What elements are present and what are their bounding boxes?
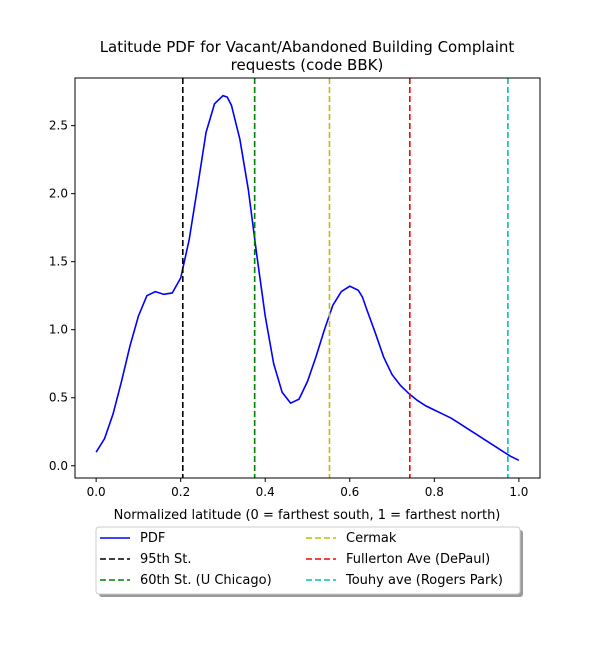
y-tick-label: 0.0 <box>49 459 68 473</box>
x-tick-label: 1.0 <box>509 485 528 499</box>
x-tick-label: 0.0 <box>87 485 106 499</box>
axes-frame <box>74 77 541 479</box>
legend-label-4: Fullerton Ave (DePaul) <box>346 552 490 567</box>
chart-title-line2: requests (code BBK) <box>231 56 384 74</box>
legend: PDF 95th St. 60th St. (U Chicago) Cermak Ful… <box>95 526 523 597</box>
plot-area <box>95 78 520 478</box>
x-tick-label: 0.6 <box>340 485 359 499</box>
legend-label-0: PDF <box>140 531 165 546</box>
axes: 0.0 0.2 0.4 0.6 0.8 1.0 0.0 0.5 1.0 1.5 2.0 2.5 <box>49 77 541 499</box>
legend-label-1: 95th St. <box>140 552 192 567</box>
chart-title-line1: Latitude PDF for Vacant/Abandoned Buildi… <box>100 38 515 56</box>
x-axis-label: Normalized latitude (0 = farthest south,… <box>114 508 501 523</box>
legend-label-2: 60th St. (U Chicago) <box>140 573 272 588</box>
y-tick-label: 0.5 <box>49 391 68 405</box>
pdf-series-line <box>95 94 520 462</box>
legend-box <box>95 526 521 595</box>
x-tick-label: 0.8 <box>425 485 444 499</box>
x-tick-label: 0.2 <box>171 485 190 499</box>
legend-label-5: Touhy ave (Rogers Park) <box>345 573 503 588</box>
y-tick-label: 1.0 <box>49 323 68 337</box>
legend-label-3: Cermak <box>346 531 397 546</box>
x-tick-label: 0.4 <box>256 485 275 499</box>
y-tick-label: 2.0 <box>49 187 68 201</box>
y-tick-label: 2.5 <box>49 119 68 133</box>
y-tick-label: 1.5 <box>49 255 68 269</box>
